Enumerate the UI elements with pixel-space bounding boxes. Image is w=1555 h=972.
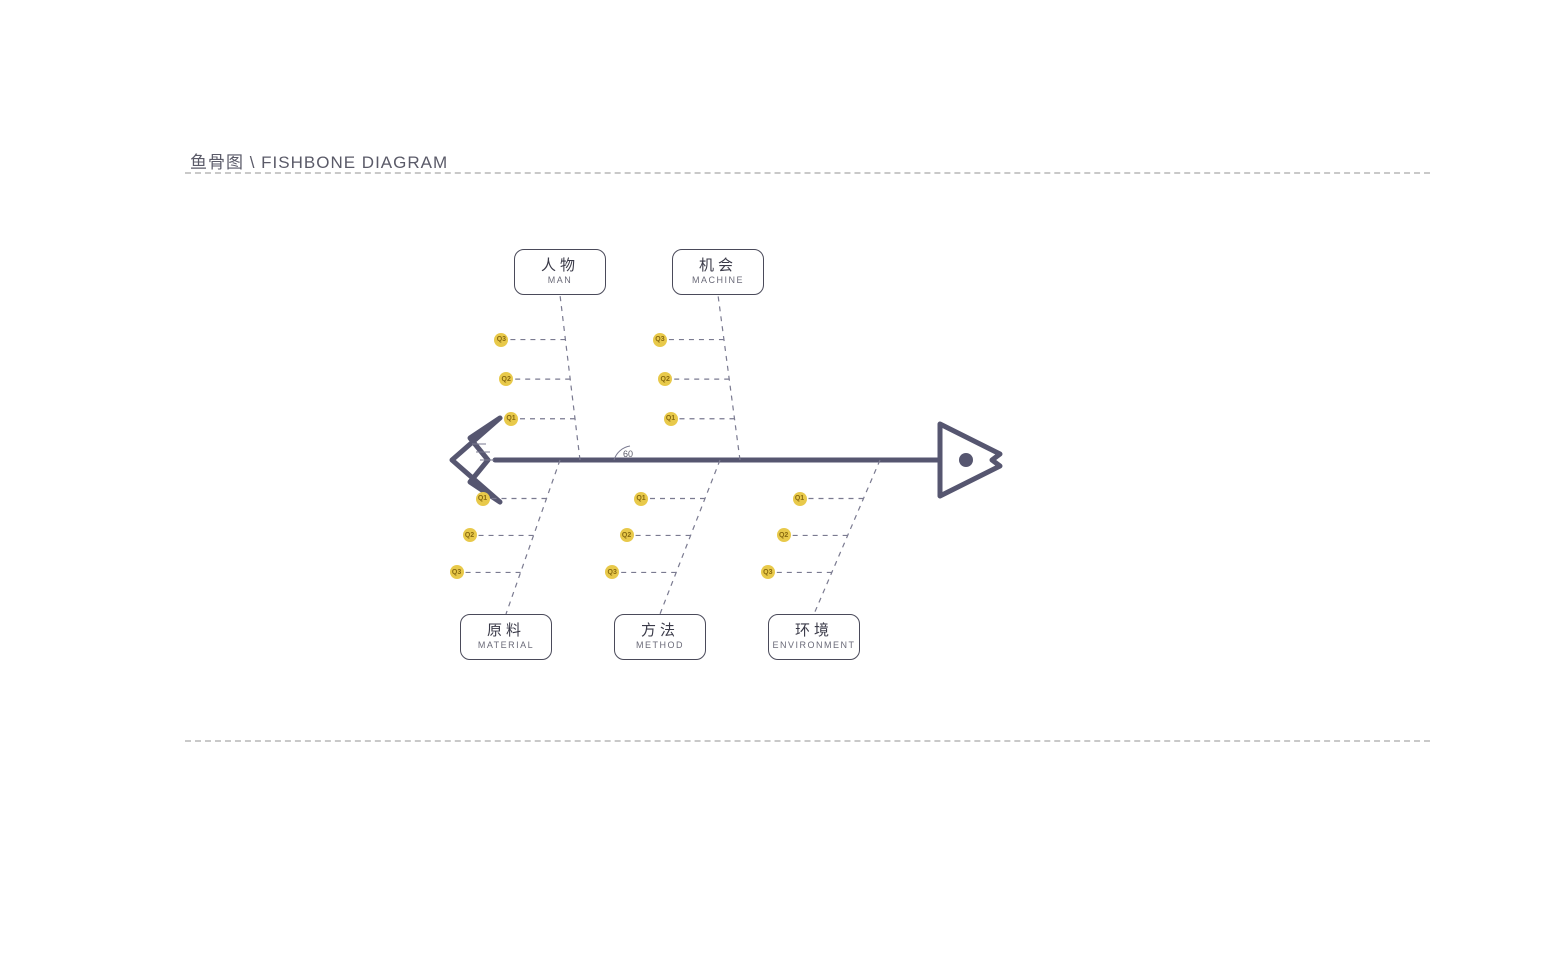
category-box-material: 原料MATERIAL [460, 614, 552, 660]
marker-machine-q1: Q1 [664, 412, 678, 426]
category-box-man: 人物MAN [514, 249, 606, 295]
marker-environment-q1: Q1 [793, 492, 807, 506]
category-cn-environment: 环境 [795, 623, 833, 640]
marker-man-q1: Q1 [504, 412, 518, 426]
category-box-method: 方法METHOD [614, 614, 706, 660]
category-en-environment: ENVIRONMENT [772, 641, 855, 651]
marker-man-q3: Q3 [494, 333, 508, 347]
marker-method-q1: Q1 [634, 492, 648, 506]
category-box-machine: 机会MACHINE [672, 249, 764, 295]
category-en-material: MATERIAL [478, 641, 534, 651]
marker-method-q2: Q2 [620, 528, 634, 542]
marker-machine-q3: Q3 [653, 333, 667, 347]
marker-material-q2: Q2 [463, 528, 477, 542]
category-cn-material: 原料 [487, 623, 525, 640]
category-cn-method: 方法 [641, 623, 679, 640]
category-cn-machine: 机会 [699, 258, 737, 275]
category-en-method: METHOD [636, 641, 684, 651]
angle-label: 60 [623, 449, 633, 459]
fishbone-svg [0, 0, 1555, 972]
category-en-man: MAN [548, 276, 573, 286]
category-box-environment: 环境ENVIRONMENT [768, 614, 860, 660]
marker-material-q1: Q1 [476, 492, 490, 506]
marker-material-q3: Q3 [450, 565, 464, 579]
category-cn-man: 人物 [541, 258, 579, 275]
page: 鱼骨图 \ FISHBONE DIAGRAM Q1Q2Q3人物MANQ1Q2Q3… [0, 0, 1555, 972]
category-en-machine: MACHINE [692, 276, 744, 286]
